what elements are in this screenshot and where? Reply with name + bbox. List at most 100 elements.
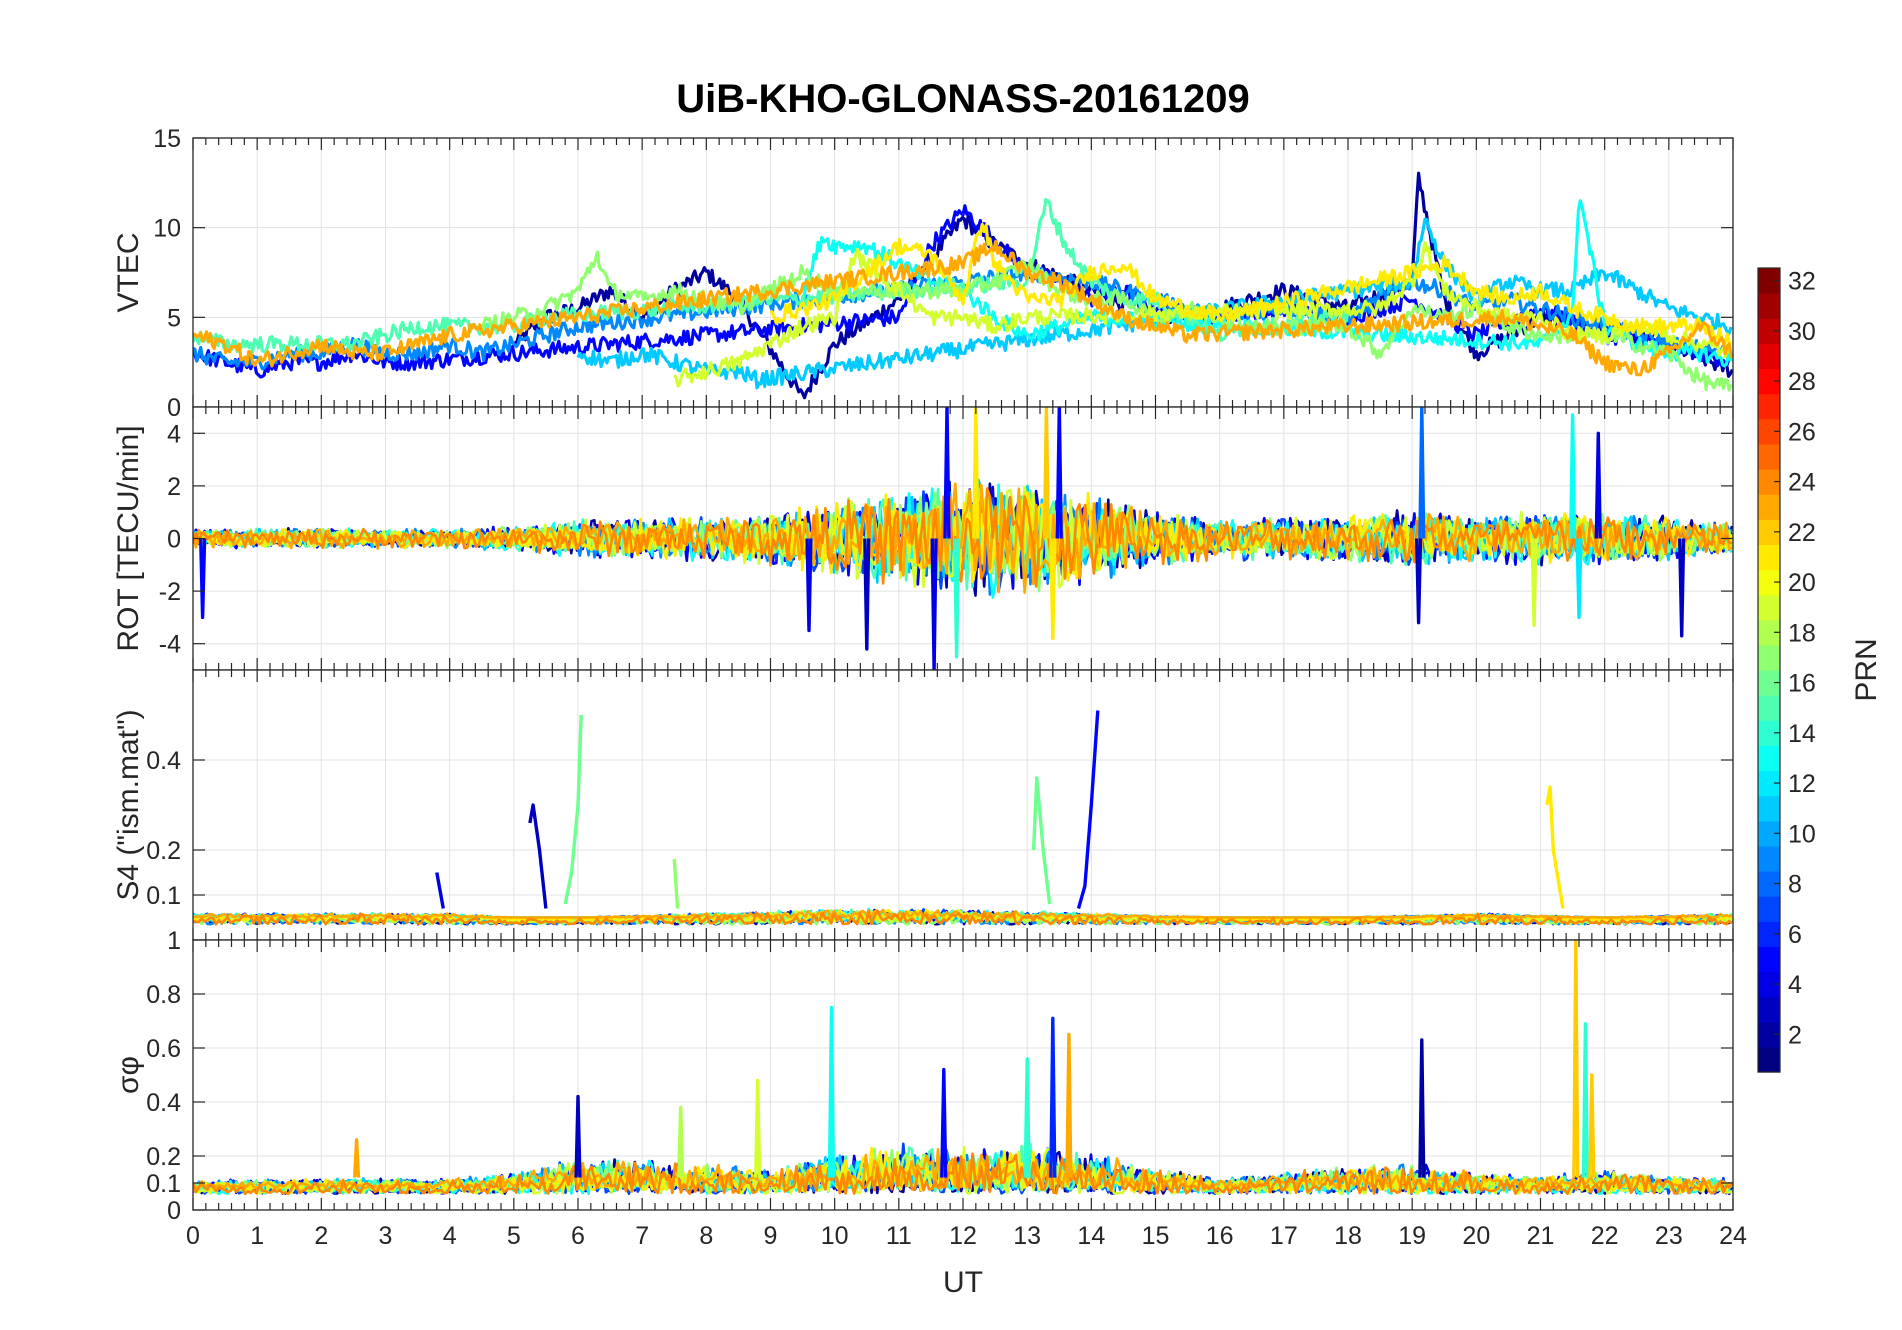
- colorbar-swatch: [1758, 720, 1780, 746]
- colorbar-swatch: [1758, 946, 1780, 973]
- series-line-prn-5: [193, 204, 1732, 379]
- y-tick-label: 0: [167, 394, 181, 422]
- spike-prn-5: [943, 407, 951, 539]
- y-tick-label: 0: [167, 1197, 181, 1225]
- panel-vtec: 0 5 10 15 VTEC: [112, 125, 1734, 422]
- colorbar-tick-label: 10: [1788, 820, 1816, 848]
- x-tick-label: 21: [1527, 1222, 1555, 1250]
- series-line-prn-24: [193, 909, 1733, 926]
- x-tick-label: 15: [1142, 1222, 1170, 1250]
- colorbar-swatch: [1758, 820, 1780, 847]
- colorbar-swatch: [1758, 896, 1780, 922]
- spike-prn-4: [805, 538, 813, 633]
- spike-prn-23: [1065, 1032, 1073, 1178]
- x-tick-label: 11: [886, 1222, 912, 1250]
- spike-prn-19: [1530, 538, 1538, 627]
- spike-prn-22: [1042, 407, 1050, 539]
- spike-prn-12: [1575, 538, 1583, 620]
- series-line-prn-23: [193, 482, 1733, 594]
- spike-prn-19: [754, 1078, 762, 1178]
- colorbar-swatch: [1758, 393, 1780, 420]
- y-tick-label: 0.4: [146, 1089, 181, 1117]
- colorbar-swatch: [1758, 293, 1780, 319]
- spike-prn-16: [563, 714, 583, 905]
- spike-prn-6: [1049, 1016, 1057, 1178]
- colorbar-tick-label: 22: [1788, 519, 1816, 547]
- x-tick-label: 23: [1655, 1222, 1683, 1250]
- series-group: [193, 940, 1733, 1196]
- tick-marks: [192, 670, 1734, 940]
- tick-marks: [192, 939, 1734, 1211]
- spike-prn-21: [972, 407, 980, 539]
- x-tick-label: 16: [1206, 1222, 1234, 1250]
- panel-sigma_phi: 00.10.2 0.4 0.6 0.8 1 σφ: [112, 927, 1734, 1225]
- colorbar-label: PRN: [1850, 638, 1883, 701]
- spike-prn-5: [1055, 407, 1063, 539]
- x-tick-label: 22: [1591, 1222, 1619, 1250]
- colorbar-swatch: [1758, 921, 1780, 947]
- colorbar-swatch: [1758, 368, 1780, 395]
- y-axis-label: S4 ("ism.mat"): [112, 709, 145, 900]
- series-line-prn-24: [193, 487, 1733, 588]
- colorbar-swatch: [1758, 443, 1780, 470]
- panel-s4: 0.1 0.2 0.4S4 ("ism.mat"): [112, 669, 1734, 941]
- spike-prn-17: [672, 858, 680, 909]
- y-tick-label: 5: [167, 304, 181, 332]
- colorbar-tick-label: 2: [1788, 1021, 1802, 1049]
- y-tick-label: 0.8: [146, 981, 181, 1009]
- colorbar-swatch: [1758, 619, 1780, 646]
- spike-prn-3: [1415, 538, 1423, 625]
- tick-marks: [192, 137, 1734, 408]
- x-tick-label: 10: [821, 1222, 849, 1250]
- x-tick-label: 5: [507, 1222, 521, 1250]
- series-group: [193, 171, 1733, 400]
- y-tick-label: 2: [167, 473, 181, 501]
- y-tick-label: 0.6: [146, 1035, 181, 1063]
- series-group: [193, 710, 1733, 926]
- x-tick-label: 6: [571, 1222, 585, 1250]
- colorbar-swatch: [1758, 795, 1780, 822]
- colorbar-tick-label: 12: [1788, 770, 1816, 798]
- spike-prn-3: [863, 538, 871, 651]
- spike-prn-5: [1076, 710, 1100, 909]
- x-tick-label: 12: [949, 1222, 977, 1250]
- x-tick-label: 14: [1077, 1222, 1105, 1250]
- spike-prn-5: [199, 538, 207, 620]
- series-line-prn-21: [769, 222, 1732, 346]
- spike-prn-14: [953, 538, 961, 659]
- colorbar-swatch: [1758, 745, 1780, 772]
- colorbar-swatch: [1758, 519, 1780, 545]
- x-tick-label: 0: [186, 1222, 200, 1250]
- y-tick-label: 0.1: [146, 882, 181, 910]
- spike-prn-13: [827, 1005, 836, 1178]
- y-tick-label: 0.2: [146, 837, 181, 865]
- y-axis-label: VTEC: [112, 232, 145, 312]
- colorbar-tick-label: 32: [1788, 268, 1816, 296]
- spike-prn-21: [1545, 785, 1565, 909]
- spike-prn-22: [1588, 1073, 1596, 1178]
- colorbar-tick-label: 18: [1788, 619, 1816, 647]
- colorbar-swatch: [1758, 494, 1780, 520]
- x-tick-label: 1: [250, 1222, 264, 1250]
- chart-title: UiB-KHO-GLONASS-20161209: [676, 77, 1250, 121]
- spike-prn-3: [574, 1094, 582, 1178]
- spike-prn-4: [435, 872, 445, 909]
- colorbar-tick-label: 20: [1788, 569, 1816, 597]
- spike-prn-4: [930, 538, 938, 670]
- series-line-prn-15: [193, 198, 1350, 354]
- spike-prn-5: [940, 1067, 948, 1178]
- colorbar-swatch: [1758, 670, 1780, 696]
- colorbar-swatch: [1758, 871, 1780, 897]
- x-tick-label: 18: [1334, 1222, 1362, 1250]
- spike-prn-4: [1594, 431, 1602, 539]
- colorbar-tick-label: 8: [1788, 871, 1802, 899]
- x-tick-label: 13: [1013, 1222, 1041, 1250]
- series-group: [193, 407, 1733, 670]
- x-tick-label: 3: [379, 1222, 393, 1250]
- colorbar-tick-label: 30: [1788, 318, 1816, 346]
- panel-rot: -4 -2 0 2 4 ROT [TECU/min]: [112, 406, 1734, 671]
- x-tick-label: 24: [1719, 1222, 1747, 1250]
- series-line-prn-23: [193, 239, 1733, 377]
- colorbar-tick-label: 26: [1788, 418, 1816, 446]
- colorbar-swatch: [1758, 569, 1780, 596]
